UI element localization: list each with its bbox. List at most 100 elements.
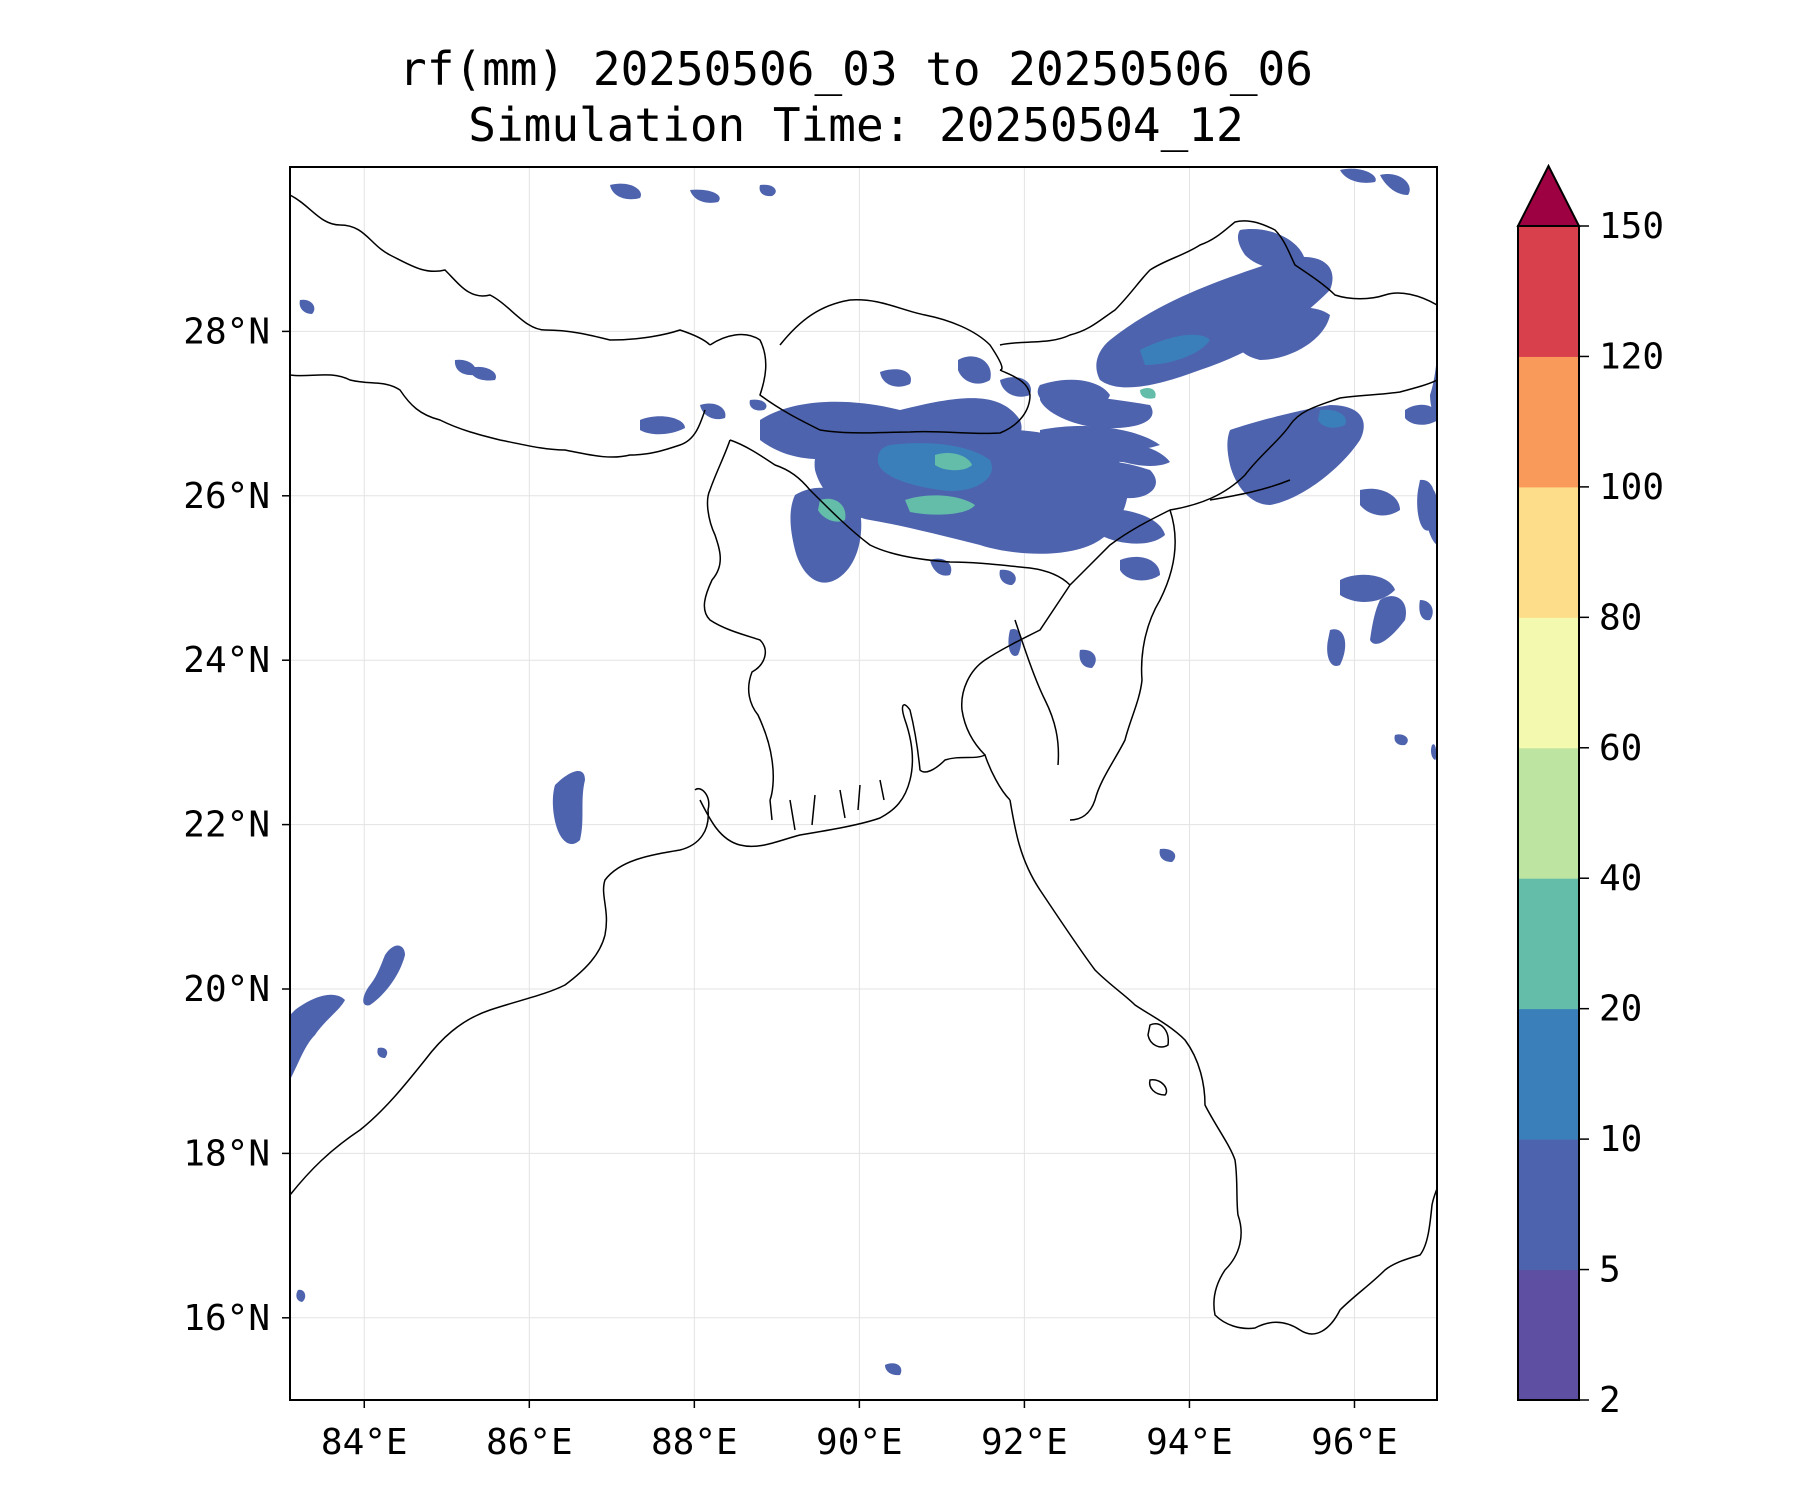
rain-region [1079, 649, 1096, 668]
coastline-myanmar [1009, 799, 1437, 1335]
map-title-line2: Simulation Time: 20250504_12 [468, 98, 1244, 152]
colorbar-tick-label: 20 [1599, 989, 1642, 1030]
map-title-line1: rf(mm) 20250506_03 to 20250506_06 [399, 42, 1313, 96]
lat-tick-label: 28°N [183, 311, 270, 352]
rain-region [1394, 734, 1408, 746]
coastline-bangladesh [699, 704, 1011, 847]
rain-region [1419, 600, 1433, 621]
axis-ticks: 84°E 86°E 88°E 90°E 92°E 94°E 96°E 16°N 18°N 20°N… [183, 311, 1398, 1463]
rain-region [690, 189, 720, 203]
colorbar-tick-label: 40 [1599, 858, 1642, 899]
rainfall-shading [290, 168, 1437, 1376]
rain-region [1430, 350, 1437, 420]
lat-tick-label: 20°N [183, 969, 270, 1010]
rain-region [1340, 574, 1395, 602]
rain-region [363, 945, 405, 1006]
rain-region [610, 183, 641, 200]
rain-region [1227, 405, 1364, 505]
rain-region [1380, 174, 1410, 195]
rain-region [1237, 229, 1305, 270]
colorbar: 2 5 10 20 40 60 80 100 120 150 [1516, 163, 1664, 1421]
colorbar-segment [1518, 1269, 1579, 1401]
rain-region [1140, 387, 1156, 399]
rain-region [880, 369, 911, 387]
border-arunachal [999, 220, 1437, 346]
rain-region [290, 994, 345, 1080]
rain-region [935, 453, 972, 471]
rain-region [1159, 848, 1176, 862]
rain-region [377, 1047, 388, 1058]
rain-region [1405, 404, 1437, 425]
rain-region [958, 356, 991, 384]
border-bhutan-north [779, 299, 1003, 371]
border-india-myanmar-south [1069, 509, 1176, 821]
rain-region [1318, 409, 1346, 428]
lat-tick-label: 22°N [183, 805, 270, 846]
colorbar-segment [1518, 226, 1579, 357]
coastline-island [1147, 1023, 1169, 1048]
border-bangladesh-west [703, 439, 774, 801]
colorbar-extend-arrow [1516, 163, 1581, 227]
colorbar-segment [1518, 878, 1579, 1010]
rain-region [296, 1289, 306, 1302]
rain-region [1045, 459, 1156, 499]
border-myanmar-assam [1209, 479, 1291, 501]
lon-tick-label: 90°E [816, 1422, 903, 1463]
rain-region [1360, 488, 1400, 516]
lon-tick-label: 86°E [486, 1422, 573, 1463]
rain-region [640, 416, 685, 435]
lat-tick-label: 26°N [183, 476, 270, 517]
colorbar-frame [1517, 225, 1580, 1401]
rain-region [700, 403, 726, 420]
rain-region [1327, 629, 1346, 666]
rain-region [759, 184, 776, 197]
rain-region [1090, 508, 1165, 544]
border-nepal-north [290, 194, 711, 346]
colorbar-tick-label: 10 [1599, 1119, 1642, 1160]
rain-region [885, 1363, 902, 1376]
rain-region [1370, 596, 1406, 644]
rain-region [1236, 307, 1330, 360]
border-sikkim-bhutan [709, 333, 1031, 435]
rain-region [470, 366, 496, 381]
lon-tick-label: 94°E [1146, 1422, 1233, 1463]
rain-region [552, 770, 585, 845]
lat-tick-label: 18°N [183, 1133, 270, 1174]
rain-region [999, 569, 1016, 585]
colorbar-tick-label: 80 [1599, 597, 1642, 638]
colorbar-tick-label: 2 [1599, 1380, 1621, 1421]
border-bangladesh-east [961, 584, 1071, 756]
colorbar-segment [1518, 1008, 1579, 1140]
rain-region [1340, 168, 1376, 183]
rain-region [905, 495, 975, 515]
colorbar-tick-label: 100 [1599, 467, 1664, 508]
coastline-india-east [290, 788, 710, 1196]
colorbar-tick-label: 120 [1599, 336, 1664, 377]
coastline-delta-detail [769, 779, 885, 831]
lon-tick-label: 88°E [651, 1422, 738, 1463]
rain-region [1120, 556, 1160, 581]
rain-region [749, 399, 767, 411]
rain-region [877, 443, 992, 491]
coastlines-borders [290, 194, 1437, 1335]
rain-region [930, 558, 952, 576]
border-bangladesh-north [729, 439, 1071, 586]
lat-tick-label: 16°N [183, 1298, 270, 1339]
lon-tick-label: 84°E [321, 1422, 408, 1463]
rain-region [1424, 488, 1437, 545]
lat-tick-label: 24°N [183, 640, 270, 681]
lon-tick-label: 96°E [1311, 1422, 1398, 1463]
rain-region [1431, 744, 1437, 760]
border-nepal-south [290, 374, 706, 458]
rain-region [299, 299, 315, 314]
colorbar-segment [1518, 356, 1579, 488]
colorbar-tick-label: 60 [1599, 728, 1642, 769]
coastline-island [1148, 1079, 1168, 1096]
map-frame [289, 166, 1438, 1401]
border-tripura [1014, 619, 1060, 766]
border-india-myanmar [1069, 379, 1437, 586]
colorbar-tick-label: 150 [1599, 206, 1664, 247]
colorbar-tick-label: 5 [1599, 1250, 1621, 1291]
colorbar-segment [1518, 486, 1579, 618]
